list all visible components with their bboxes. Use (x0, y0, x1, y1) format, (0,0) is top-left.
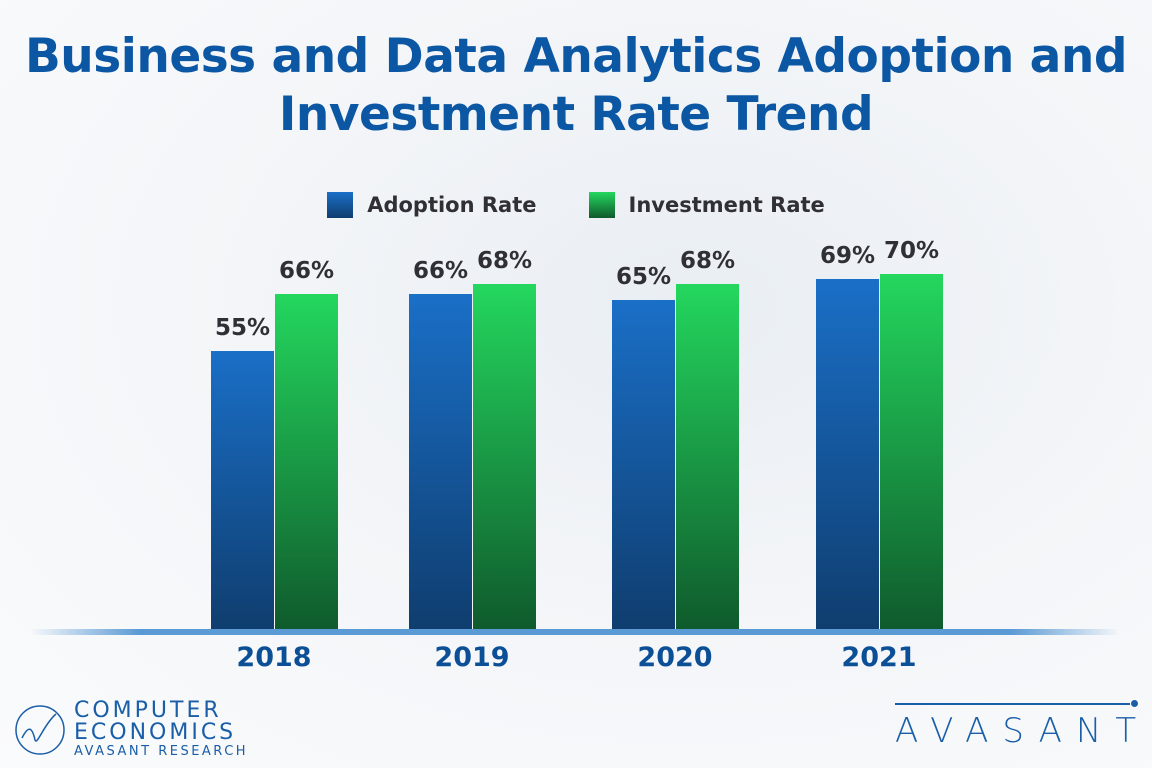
bar-adoption-2019 (409, 294, 472, 631)
avasant-logo-text: AVASANT (895, 711, 1151, 751)
x-tick-label-2019: 2019 (434, 642, 510, 673)
x-axis-baseline (30, 629, 1120, 635)
avasant-logo: AVASANT (895, 700, 1151, 751)
logo-text-avasant-research: AVASANT RESEARCH (74, 744, 249, 759)
chart-title: Business and Data Analytics Adoption and… (24, 29, 1128, 142)
legend-swatch-adoption (327, 192, 354, 218)
x-tick-label-2020: 2020 (637, 642, 713, 673)
bar-adoption-2018 (211, 350, 274, 631)
computer-economics-logo-icon (15, 705, 65, 755)
bar-investment-2019 (473, 284, 536, 631)
legend-swatch-investment (588, 192, 615, 218)
data-label-investment-2018: 66% (278, 258, 335, 285)
legend-item-investment: Investment Rate (588, 192, 825, 218)
avasant-logo-line (895, 700, 1138, 707)
logo-text-computer: COMPUTER (74, 698, 222, 723)
legend-item-adoption: Adoption Rate (327, 192, 537, 218)
legend: Adoption Rate Investment Rate (0, 192, 1152, 218)
bar-investment-2020 (676, 284, 739, 631)
data-label-investment-2020: 68% (679, 248, 736, 275)
logo-text-economics: ECONOMICS (74, 720, 237, 745)
x-tick-label-2021: 2021 (841, 642, 917, 673)
data-label-adoption-2018: 55% (214, 314, 271, 341)
bar-investment-2021 (880, 274, 943, 631)
x-tick-label-2018: 2018 (236, 642, 312, 673)
data-label-adoption-2020: 65% (615, 263, 672, 290)
legend-label-adoption: Adoption Rate (367, 193, 537, 217)
data-label-adoption-2019: 66% (412, 258, 469, 285)
bar-adoption-2020 (612, 299, 675, 631)
data-label-adoption-2021: 69% (819, 243, 876, 270)
legend-label-investment: Investment Rate (628, 193, 825, 217)
data-label-investment-2019: 68% (476, 248, 533, 275)
bar-adoption-2021 (816, 279, 879, 631)
data-label-investment-2021: 70% (883, 238, 940, 264)
bar-investment-2018 (275, 294, 338, 631)
computer-economics-logo: COMPUTER ECONOMICS AVASANT RESEARCH (14, 700, 248, 760)
